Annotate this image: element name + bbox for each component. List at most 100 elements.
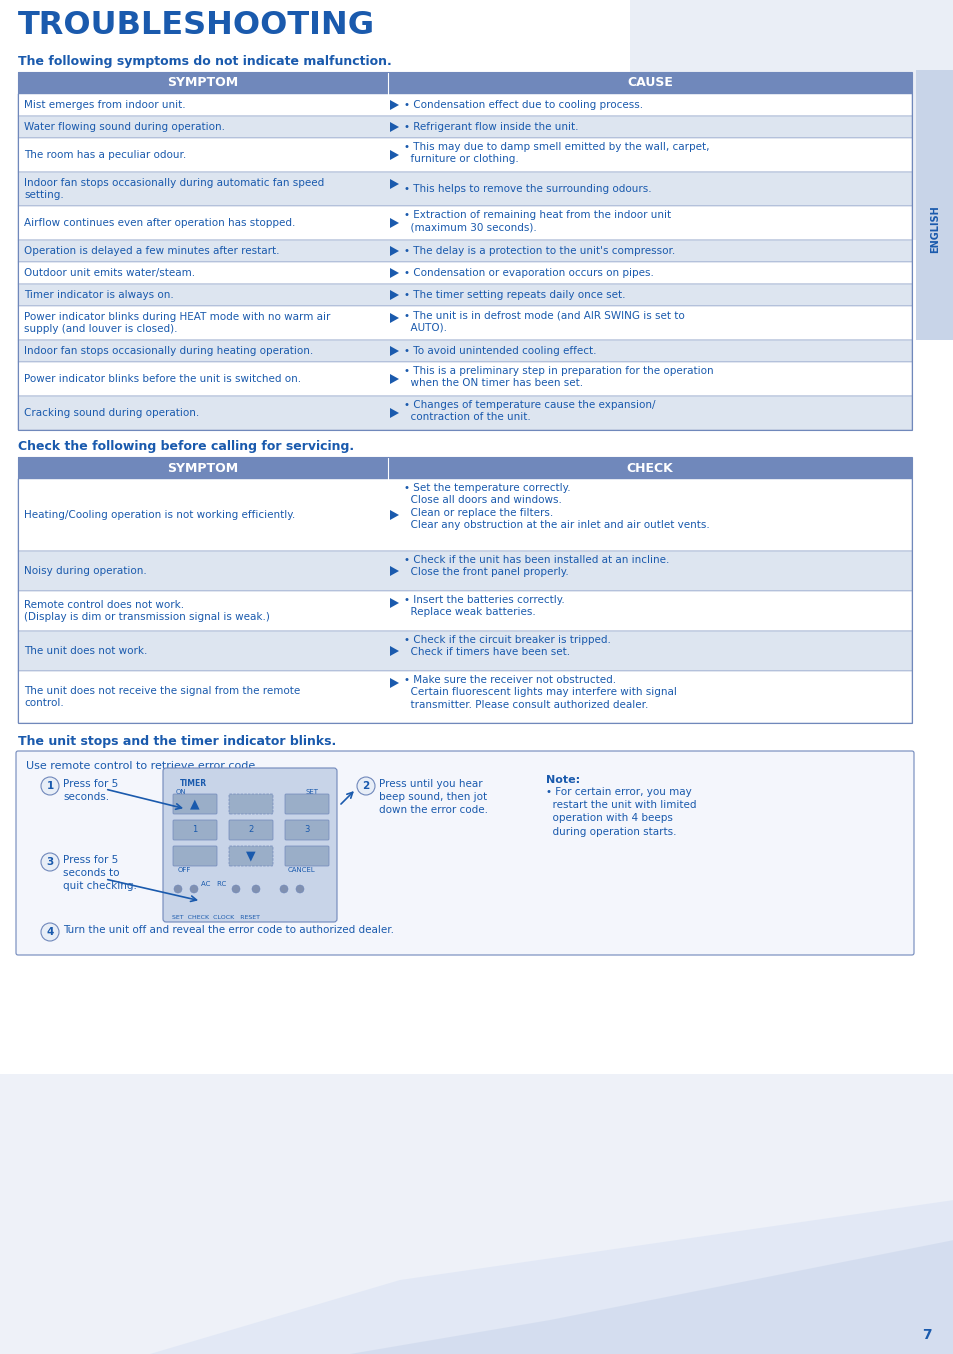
Polygon shape <box>390 150 398 160</box>
Text: Power indicator blinks before the unit is switched on.: Power indicator blinks before the unit i… <box>24 374 301 385</box>
FancyBboxPatch shape <box>18 284 911 306</box>
Text: • This is a preliminary step in preparation for the operation
  when the ON time: • This is a preliminary step in preparat… <box>403 366 713 389</box>
Text: SET: SET <box>306 789 318 795</box>
Text: SYMPTOM: SYMPTOM <box>168 76 238 89</box>
Text: Turn the unit off and reveal the error code to authorized dealer.: Turn the unit off and reveal the error c… <box>63 925 394 936</box>
Text: Cracking sound during operation.: Cracking sound during operation. <box>24 408 199 418</box>
Polygon shape <box>390 408 398 418</box>
FancyBboxPatch shape <box>18 93 911 116</box>
FancyBboxPatch shape <box>285 793 329 814</box>
Circle shape <box>280 886 288 894</box>
FancyBboxPatch shape <box>0 1074 953 1354</box>
Text: Indoor fan stops occasionally during automatic fan speed
setting.: Indoor fan stops occasionally during aut… <box>24 177 324 200</box>
Text: • Refrigerant flow inside the unit.: • Refrigerant flow inside the unit. <box>403 122 578 131</box>
Text: • Extraction of remaining heat from the indoor unit
  (maximum 30 seconds).: • Extraction of remaining heat from the … <box>403 210 670 233</box>
Text: CAUSE: CAUSE <box>626 76 672 89</box>
Circle shape <box>356 777 375 795</box>
FancyBboxPatch shape <box>18 172 911 206</box>
Polygon shape <box>150 1200 953 1354</box>
Polygon shape <box>390 566 398 575</box>
Text: • Set the temperature correctly.
  Close all doors and windows.
  Clean or repla: • Set the temperature correctly. Close a… <box>403 483 709 531</box>
FancyBboxPatch shape <box>18 263 911 284</box>
Text: The room has a peculiar odour.: The room has a peculiar odour. <box>24 150 186 160</box>
Text: TROUBLESHOOTING: TROUBLESHOOTING <box>18 9 375 41</box>
Text: SYMPTOM: SYMPTOM <box>168 462 238 474</box>
Text: Timer indicator is always on.: Timer indicator is always on. <box>24 290 173 301</box>
FancyBboxPatch shape <box>18 306 911 340</box>
Polygon shape <box>390 246 398 256</box>
Text: ON: ON <box>175 789 187 795</box>
Text: Water flowing sound during operation.: Water flowing sound during operation. <box>24 122 225 131</box>
Polygon shape <box>390 313 398 324</box>
FancyBboxPatch shape <box>18 395 911 431</box>
FancyBboxPatch shape <box>18 72 911 93</box>
FancyBboxPatch shape <box>18 479 911 551</box>
FancyBboxPatch shape <box>18 340 911 362</box>
Circle shape <box>190 886 198 894</box>
Text: 1: 1 <box>47 781 53 791</box>
Text: 3: 3 <box>304 826 310 834</box>
FancyBboxPatch shape <box>229 846 273 867</box>
Text: The unit stops and the timer indicator blinks.: The unit stops and the timer indicator b… <box>18 735 335 747</box>
Circle shape <box>41 853 59 871</box>
Polygon shape <box>390 374 398 385</box>
Text: The unit does not work.: The unit does not work. <box>24 646 147 655</box>
Text: • The timer setting repeats daily once set.: • The timer setting repeats daily once s… <box>403 290 625 301</box>
Text: 7: 7 <box>922 1328 931 1342</box>
Polygon shape <box>390 179 398 190</box>
FancyBboxPatch shape <box>18 362 911 395</box>
Polygon shape <box>390 347 398 356</box>
Text: AC   RC: AC RC <box>201 881 227 887</box>
FancyBboxPatch shape <box>18 240 911 263</box>
Circle shape <box>252 886 260 894</box>
Circle shape <box>173 886 182 894</box>
FancyBboxPatch shape <box>229 793 273 814</box>
Text: • The unit is in defrost mode (and AIR SWING is set to
  AUTO).: • The unit is in defrost mode (and AIR S… <box>403 310 684 332</box>
FancyBboxPatch shape <box>18 631 911 672</box>
Polygon shape <box>390 646 398 655</box>
FancyBboxPatch shape <box>172 793 216 814</box>
Text: Press for 5
seconds to
quit checking.: Press for 5 seconds to quit checking. <box>63 854 136 891</box>
Polygon shape <box>390 598 398 608</box>
Polygon shape <box>350 1240 953 1354</box>
Text: • For certain error, you may
  restart the unit with limited
  operation with 4 : • For certain error, you may restart the… <box>545 787 696 837</box>
FancyBboxPatch shape <box>629 0 953 240</box>
Circle shape <box>232 886 240 894</box>
FancyBboxPatch shape <box>18 206 911 240</box>
FancyBboxPatch shape <box>18 116 911 138</box>
Text: Remote control does not work.
(Display is dim or transmission signal is weak.): Remote control does not work. (Display i… <box>24 600 270 623</box>
Text: Heating/Cooling operation is not working efficiently.: Heating/Cooling operation is not working… <box>24 510 294 520</box>
FancyBboxPatch shape <box>18 672 911 723</box>
Text: The following symptoms do not indicate malfunction.: The following symptoms do not indicate m… <box>18 56 392 68</box>
Text: ENGLISH: ENGLISH <box>929 204 939 253</box>
FancyBboxPatch shape <box>285 846 329 867</box>
Text: 1: 1 <box>193 826 197 834</box>
Text: 3: 3 <box>47 857 53 867</box>
FancyBboxPatch shape <box>18 138 911 172</box>
Text: • This may due to damp smell emitted by the wall, carpet,
  furniture or clothin: • This may due to damp smell emitted by … <box>403 142 709 164</box>
Text: Press for 5
seconds.: Press for 5 seconds. <box>63 779 118 802</box>
FancyBboxPatch shape <box>285 821 329 839</box>
FancyBboxPatch shape <box>18 458 911 479</box>
FancyBboxPatch shape <box>16 751 913 955</box>
Text: 4: 4 <box>47 927 53 937</box>
Polygon shape <box>390 100 398 110</box>
Text: ▲: ▲ <box>190 798 199 811</box>
Text: Indoor fan stops occasionally during heating operation.: Indoor fan stops occasionally during hea… <box>24 347 313 356</box>
Text: Noisy during operation.: Noisy during operation. <box>24 566 147 575</box>
FancyBboxPatch shape <box>18 551 911 590</box>
Text: • Check if the unit has been installed at an incline.
  Close the front panel pr: • Check if the unit has been installed a… <box>403 555 669 577</box>
Text: CANCEL: CANCEL <box>288 867 315 873</box>
Text: CHECK: CHECK <box>626 462 673 474</box>
Text: Note:: Note: <box>545 774 579 785</box>
Text: • Make sure the receiver not obstructed.
  Certain fluorescent lights may interf: • Make sure the receiver not obstructed.… <box>403 676 677 709</box>
Text: • Condensation or evaporation occurs on pipes.: • Condensation or evaporation occurs on … <box>403 268 653 278</box>
Circle shape <box>295 886 304 894</box>
Text: SET  CHECK  CLOCK   RESET: SET CHECK CLOCK RESET <box>172 915 260 919</box>
Polygon shape <box>390 290 398 301</box>
Text: Press until you hear
beep sound, then jot
down the error code.: Press until you hear beep sound, then jo… <box>378 779 488 815</box>
Text: • The delay is a protection to the unit's compressor.: • The delay is a protection to the unit'… <box>403 246 675 256</box>
Text: Check the following before calling for servicing.: Check the following before calling for s… <box>18 440 354 454</box>
Text: Mist emerges from indoor unit.: Mist emerges from indoor unit. <box>24 100 186 110</box>
Text: 2: 2 <box>248 826 253 834</box>
